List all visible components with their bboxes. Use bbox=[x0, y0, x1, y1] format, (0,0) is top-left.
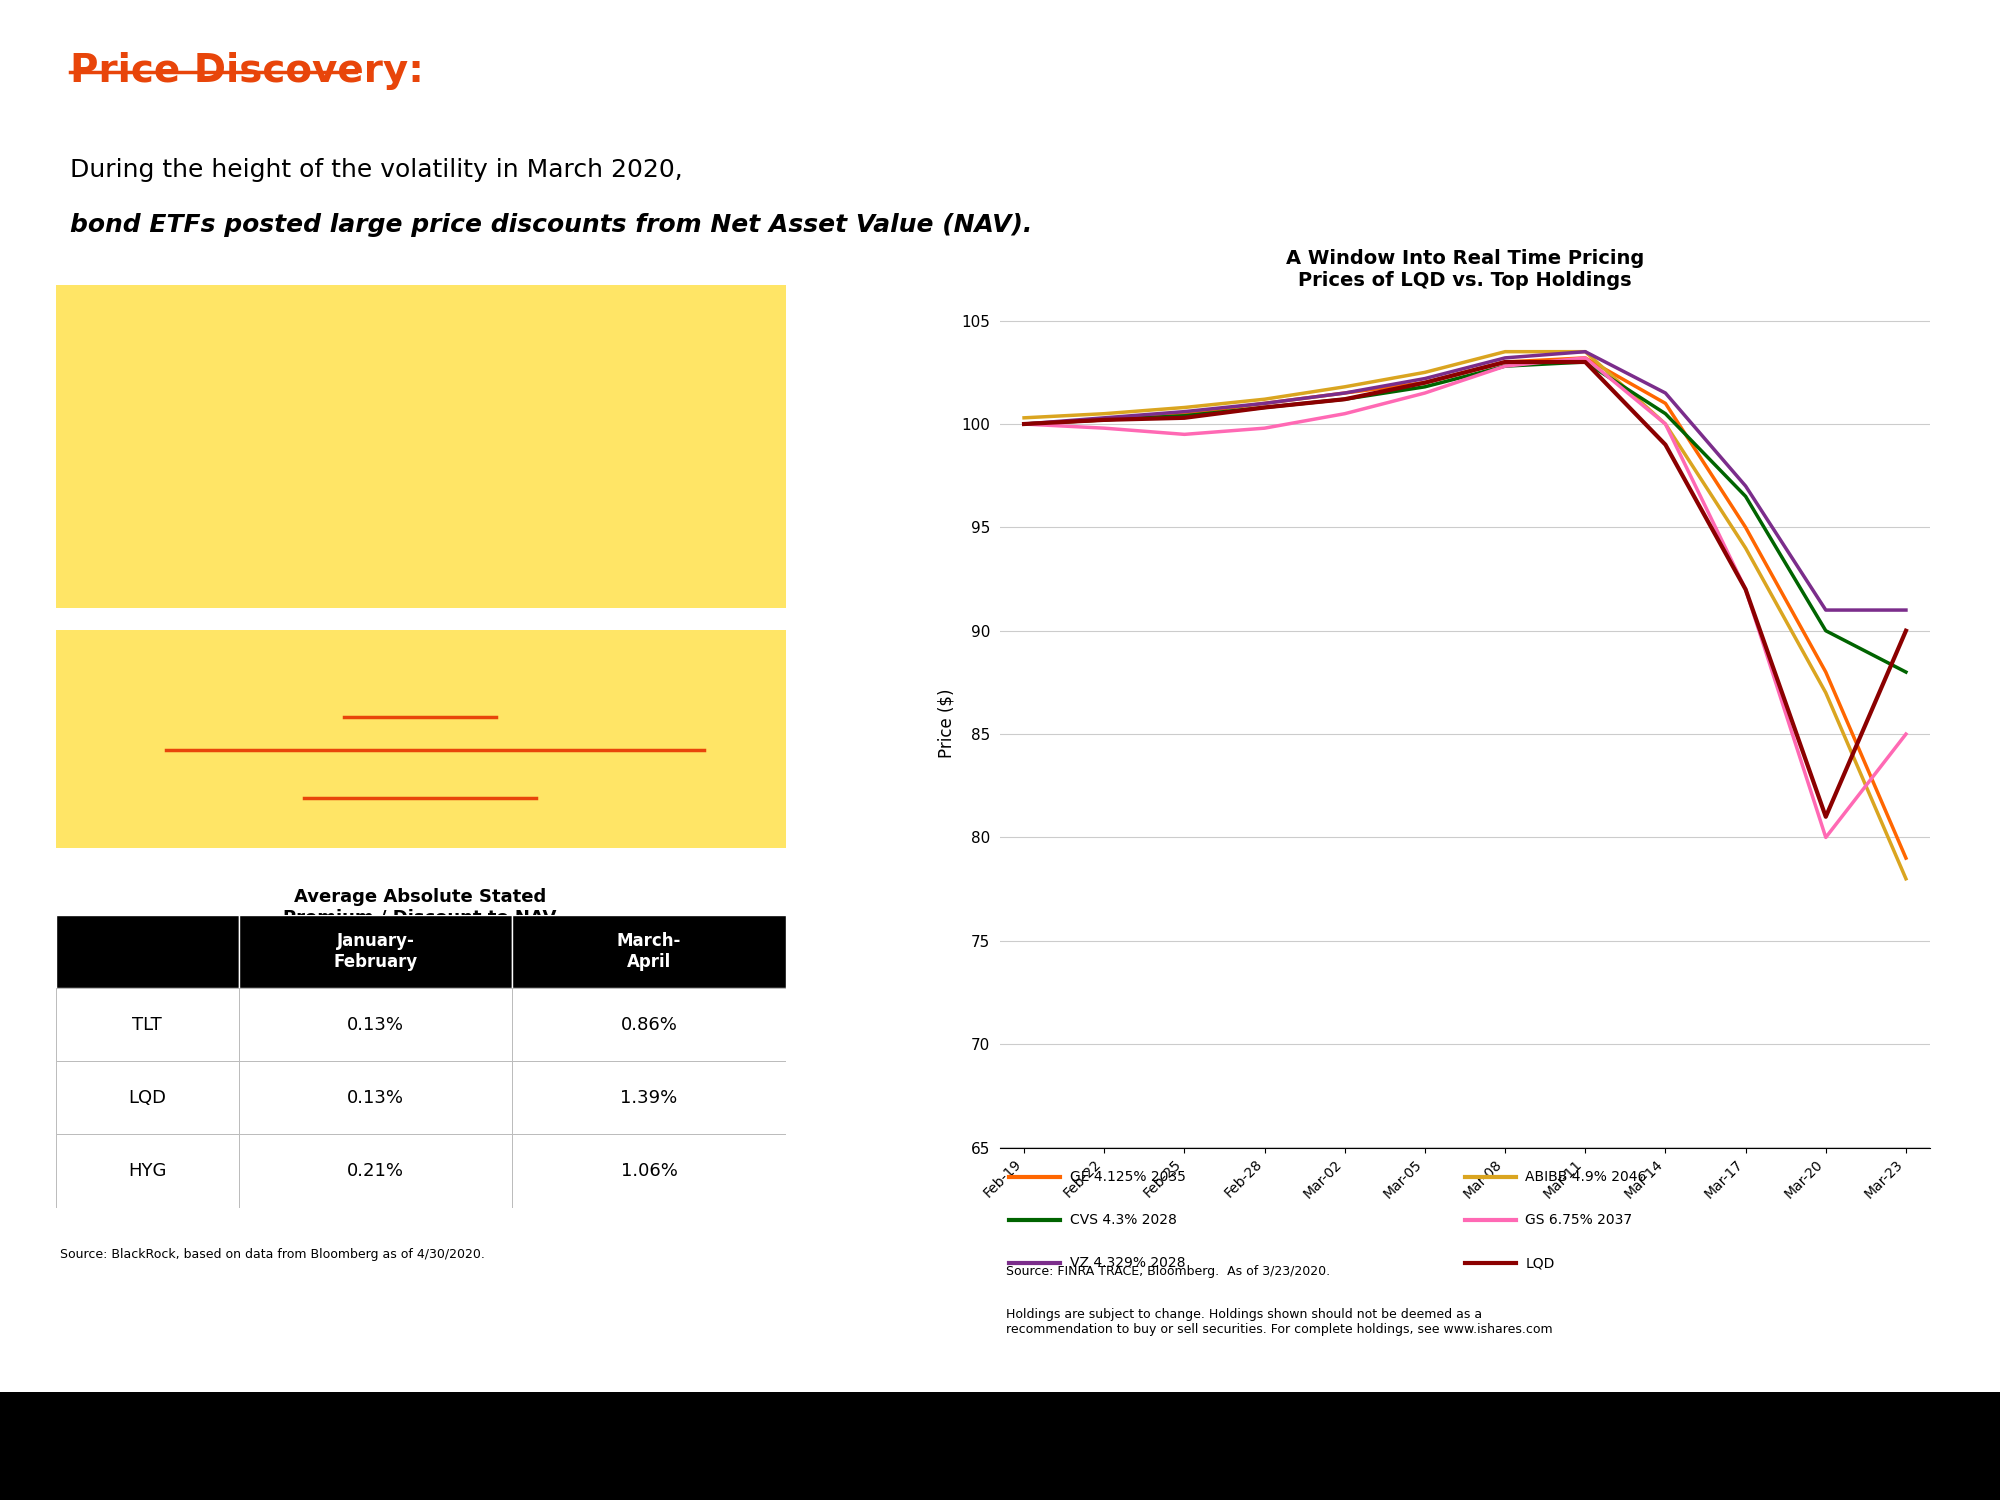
Text: bond ETFs posted large price discounts from Net Asset Value (NAV).: bond ETFs posted large price discounts f… bbox=[70, 213, 1032, 237]
Text: LQD: LQD bbox=[1526, 1256, 1554, 1270]
FancyBboxPatch shape bbox=[238, 1062, 512, 1134]
FancyBboxPatch shape bbox=[56, 988, 238, 1062]
Text: During the height of the volatility in March 2020,: During the height of the volatility in M… bbox=[70, 158, 690, 182]
Text: GE 4.125% 2035: GE 4.125% 2035 bbox=[1070, 1170, 1186, 1184]
Y-axis label: Price ($): Price ($) bbox=[938, 688, 956, 759]
Text: CVS 4.3% 2028: CVS 4.3% 2028 bbox=[1070, 1214, 1176, 1227]
Text: Price Discovery:: Price Discovery: bbox=[70, 53, 424, 90]
Text: 0.21%: 0.21% bbox=[346, 1162, 404, 1180]
FancyBboxPatch shape bbox=[512, 915, 786, 989]
Text: 1.06%: 1.06% bbox=[620, 1162, 678, 1180]
FancyBboxPatch shape bbox=[56, 1062, 238, 1134]
Text: BlackRock.: BlackRock. bbox=[70, 1413, 256, 1443]
FancyBboxPatch shape bbox=[238, 915, 512, 989]
Text: 0.13%: 0.13% bbox=[346, 1016, 404, 1034]
Title: A Window Into Real Time Pricing
Prices of LQD vs. Top Holdings: A Window Into Real Time Pricing Prices o… bbox=[1286, 249, 1644, 290]
Text: Source: FINRA TRACE, Bloomberg.  As of 3/23/2020.: Source: FINRA TRACE, Bloomberg. As of 3/… bbox=[1006, 1264, 1330, 1278]
Text: ICRMH0920U-1319728-3/13: ICRMH0920U-1319728-3/13 bbox=[1736, 1420, 1930, 1436]
Text: Source: BlackRock, based on data from Bloomberg as of 4/30/2020.: Source: BlackRock, based on data from Bl… bbox=[60, 1248, 484, 1262]
FancyBboxPatch shape bbox=[512, 988, 786, 1062]
Text: Are Large Premiums and
Discounts to NAV
Problematic?: Are Large Premiums and Discounts to NAV … bbox=[256, 297, 584, 378]
Text: LQD: LQD bbox=[128, 1089, 166, 1107]
Text: 0.13%: 0.13% bbox=[346, 1089, 404, 1107]
Text: Holdings are subject to change. Holdings shown should not be deemed as a
recomme: Holdings are subject to change. Holdings… bbox=[1006, 1308, 1552, 1336]
Text: ABIBB 4.9% 2046: ABIBB 4.9% 2046 bbox=[1526, 1170, 1646, 1184]
FancyBboxPatch shape bbox=[512, 1134, 786, 1208]
FancyBboxPatch shape bbox=[512, 1062, 786, 1134]
Text: Average Absolute Stated
Premium / Discount to NAV: Average Absolute Stated Premium / Discou… bbox=[284, 888, 556, 927]
Text: HYG: HYG bbox=[128, 1162, 166, 1180]
Text: There is information
value.: There is information value. bbox=[260, 740, 580, 800]
Text: GS 6.75% 2037: GS 6.75% 2037 bbox=[1526, 1214, 1632, 1227]
Text: 0.86%: 0.86% bbox=[620, 1016, 678, 1034]
Text: TLT: TLT bbox=[132, 1016, 162, 1034]
FancyBboxPatch shape bbox=[56, 1134, 238, 1208]
Text: VZ 4.329% 2028: VZ 4.329% 2028 bbox=[1070, 1256, 1186, 1270]
Text: March-
April: March- April bbox=[616, 932, 682, 970]
FancyBboxPatch shape bbox=[238, 1134, 512, 1208]
FancyBboxPatch shape bbox=[238, 988, 512, 1062]
Text: 1.39%: 1.39% bbox=[620, 1089, 678, 1107]
Text: NO.: NO. bbox=[388, 682, 452, 712]
FancyBboxPatch shape bbox=[56, 915, 238, 989]
Text: January-
February: January- February bbox=[334, 932, 418, 970]
